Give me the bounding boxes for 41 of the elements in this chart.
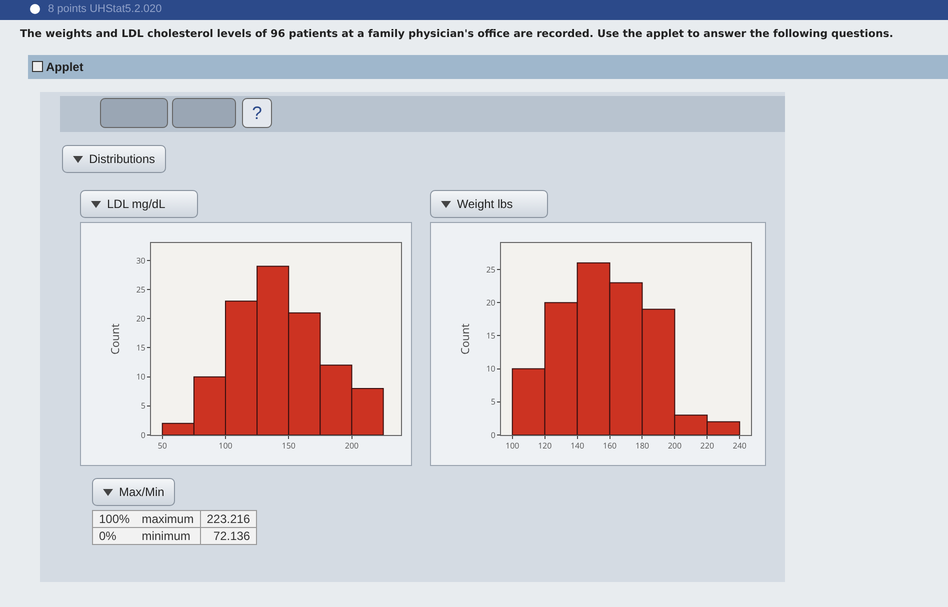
x-tick-label: 100 [218,440,233,452]
y-tick-label: 25 [136,284,146,296]
y-tick-label: 20 [136,313,146,324]
y-tick-label: 25 [486,264,496,276]
x-tick-label: 220 [700,440,714,452]
x-tick-label: 100 [505,440,520,452]
y-tick-label: 20 [486,297,496,308]
x-tick-label: 240 [732,440,747,452]
y-tick-label: 15 [136,342,146,354]
y-tick-label: 10 [486,364,496,375]
text: Max/Min [92,478,176,506]
x-tick-label: 140 [570,440,585,452]
text: 223.216 [200,510,257,528]
chart-title: LDL mg/dL [80,190,198,218]
y-axis-title: Count [108,323,123,354]
y-tick-label: 0 [490,430,496,441]
text: 0% [92,528,136,544]
x-tick-label: 120 [538,440,552,452]
text: maximum [136,510,200,528]
text: Distributions [62,145,166,173]
text: 100% [92,510,136,528]
x-tick-label: 200 [344,440,360,452]
x-tick-label: 150 [282,440,296,452]
text: minimum [136,528,200,544]
y-tick-label: 15 [486,330,496,342]
y-tick-label: 10 [136,372,146,383]
x-tick-label: 200 [668,440,682,452]
x-tick-label: 160 [602,440,618,452]
text: ? [242,98,272,128]
x-tick-label: 180 [635,440,650,452]
y-tick-label: 5 [490,396,496,408]
y-tick-label: 30 [136,255,146,266]
x-tick-label: 50 [158,440,168,452]
chart-title: Weight lbs [430,190,548,218]
text: Applet [46,60,84,74]
text: 8 points UHStat5.2.020 [48,3,162,15]
text: The weights and LDL cholesterol levels of 96 patients at a family physician's office are recorded. Use the applet to answer the following questions. [20,28,894,40]
text: 72.136 [200,528,257,544]
y-tick-label: 0 [140,430,146,441]
y-tick-label: 5 [140,400,146,412]
y-axis-title: Count [458,323,473,354]
